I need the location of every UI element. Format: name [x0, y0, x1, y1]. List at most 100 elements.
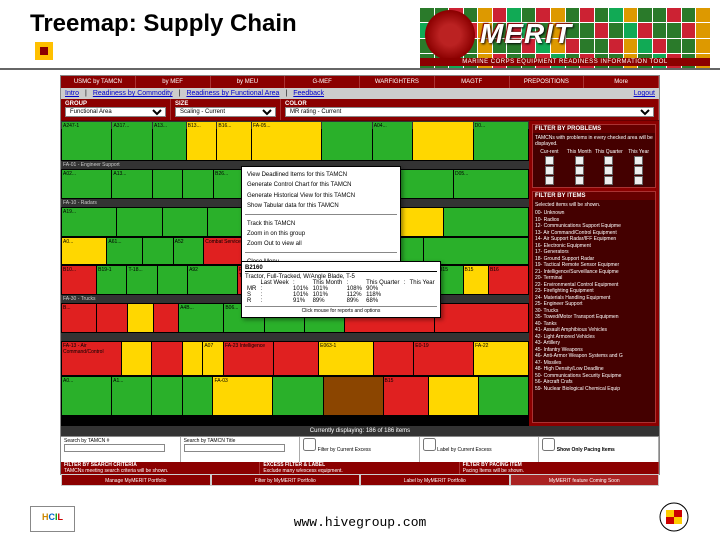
treemap-cell[interactable]: A0... [62, 377, 111, 415]
treemap-cell[interactable] [97, 304, 127, 332]
treemap-cell[interactable]: FA-03 [213, 377, 272, 415]
show-pacing[interactable]: Show Only Pacing Items [539, 437, 659, 462]
tab[interactable]: by MEU [211, 76, 286, 88]
checkbox[interactable] [575, 176, 584, 185]
treemap-cell[interactable] [158, 266, 187, 294]
treemap-cell[interactable] [274, 342, 318, 375]
treemap-cell[interactable]: A61... [107, 238, 142, 264]
treemap-cell[interactable]: A52 [174, 238, 204, 264]
search1-input[interactable] [64, 444, 165, 452]
treemap-cell[interactable] [143, 238, 173, 264]
treemap-cell[interactable] [128, 304, 153, 332]
treemap-cell[interactable]: A0... [62, 238, 106, 264]
treemap-cell[interactable] [154, 304, 179, 332]
tab[interactable]: USMC by TAMCN [61, 76, 136, 88]
color-select[interactable]: MR rating - Current [285, 107, 654, 117]
treemap-cell[interactable]: B19-1 [97, 266, 126, 294]
treemap-cell[interactable]: A02... [62, 170, 111, 198]
bottom-link[interactable]: Label by MyMERIT Portfolio [361, 475, 509, 485]
treemap-cell[interactable]: B16... [217, 122, 251, 160]
treemap-cell[interactable] [444, 208, 528, 236]
bottom-link[interactable]: Manage MyMERIT Portfolio [62, 475, 210, 485]
pacing-checkbox[interactable] [542, 438, 555, 451]
treemap-cell[interactable]: B15 [384, 377, 428, 415]
tab[interactable]: G-MEF [285, 76, 360, 88]
treemap-cell[interactable] [183, 170, 213, 198]
nav-feedback[interactable]: Feedback [293, 90, 324, 97]
menu-item[interactable]: Zoom Out to view all [245, 239, 397, 249]
treemap-cell[interactable]: A04... [373, 122, 413, 160]
treemap-cell[interactable]: A13... [153, 122, 186, 160]
treemap-cell[interactable]: D0... [474, 122, 528, 160]
items-list[interactable]: 00- Unknown10- Radios12- Communications … [535, 210, 653, 392]
treemap-cell[interactable]: B16 [489, 266, 528, 294]
treemap-cell[interactable]: B10... [62, 266, 96, 294]
tab[interactable]: by MEF [136, 76, 211, 88]
treemap-cell[interactable]: E063-1 [319, 342, 373, 375]
treemap-cell[interactable]: A07 [203, 342, 223, 375]
search2-input[interactable] [184, 444, 285, 452]
treemap-cell[interactable]: A92 [188, 266, 237, 294]
tab[interactable]: WARFIGHTERS [360, 76, 435, 88]
checkbox[interactable] [575, 156, 584, 165]
checkbox[interactable] [634, 166, 643, 175]
checkbox[interactable] [634, 176, 643, 185]
treemap-cell[interactable]: FA-22 [474, 342, 528, 375]
treemap-cell[interactable]: A1... [112, 377, 151, 415]
treemap-cell[interactable] [324, 377, 383, 415]
menu-item[interactable]: Generate Historical View for this TAMCN [245, 191, 397, 201]
treemap-cell[interactable] [273, 377, 322, 415]
nav-logout[interactable]: Logout [634, 90, 655, 97]
treemap-cell[interactable]: FA-23 Intelligence [224, 342, 273, 375]
treemap-cell[interactable] [122, 342, 151, 375]
checkbox[interactable] [604, 166, 613, 175]
filter-excess[interactable]: Filter by Current Excess [300, 437, 420, 462]
item-checkbox[interactable]: 59- Nuclear Biological Chemical Equip [535, 386, 653, 393]
nav-readiness-functional[interactable]: Readiness by Functional Area [186, 90, 279, 97]
treemap-cell[interactable] [435, 304, 528, 332]
treemap-cell[interactable]: A19... [62, 208, 116, 236]
checkbox[interactable] [545, 166, 554, 175]
treemap-cell[interactable] [163, 208, 208, 236]
tab[interactable]: More [584, 76, 659, 88]
treemap-cell[interactable]: A247-1 [62, 122, 111, 160]
nav-intro[interactable]: Intro [65, 90, 79, 97]
tab[interactable]: PREPOSITIONS [510, 76, 585, 88]
treemap-cell[interactable] [429, 377, 478, 415]
filter-checkbox[interactable] [303, 438, 316, 451]
treemap-cell[interactable] [374, 342, 413, 375]
checkbox[interactable] [545, 156, 554, 165]
menu-item[interactable]: View Deadlined Items for this TAMCN [245, 170, 397, 180]
treemap-cell[interactable]: B15 [438, 266, 462, 294]
tab[interactable]: MAGTF [435, 76, 510, 88]
treemap-cell[interactable] [183, 342, 203, 375]
checkbox[interactable] [634, 156, 643, 165]
label-checkbox[interactable] [423, 438, 436, 451]
size-select[interactable]: Scaling - Current [175, 107, 276, 117]
treemap-cell[interactable] [117, 208, 162, 236]
treemap-cell[interactable]: B... [62, 304, 96, 332]
menu-item[interactable]: Track this TAMCN [245, 219, 397, 229]
menu-item[interactable]: Show Tabular data for this TAMCN [245, 201, 397, 211]
treemap-cell[interactable]: D05... [454, 170, 528, 198]
nav-readiness-commodity[interactable]: Readiness by Commodity [93, 90, 173, 97]
treemap-cell[interactable]: A13... [112, 170, 152, 198]
treemap-cell[interactable]: A4B... [179, 304, 223, 332]
checkbox[interactable] [545, 176, 554, 185]
treemap-cell[interactable]: B13... [187, 122, 217, 160]
treemap-cell[interactable] [322, 122, 371, 160]
checkbox[interactable] [604, 176, 613, 185]
menu-item[interactable]: Generate Control Chart for this TAMCN [245, 180, 397, 190]
menu-item[interactable]: Zoom in on this group [245, 229, 397, 239]
context-menu[interactable]: View Deadlined Items for this TAMCNGener… [241, 166, 401, 271]
treemap-cell[interactable]: A317... [112, 122, 152, 160]
label-excess[interactable]: Label by Current Excess [420, 437, 540, 462]
checkbox[interactable] [604, 156, 613, 165]
treemap-cell[interactable] [152, 377, 182, 415]
checkbox[interactable] [575, 166, 584, 175]
treemap-cell[interactable]: FA-13 - Air Command/Control [62, 342, 121, 375]
treemap-cell[interactable]: E0-19 [414, 342, 473, 375]
bottom-link[interactable]: Filter by MyMERIT Portfolio [212, 475, 360, 485]
treemap-cell[interactable] [413, 122, 472, 160]
treemap-cell[interactable]: B15 [464, 266, 488, 294]
